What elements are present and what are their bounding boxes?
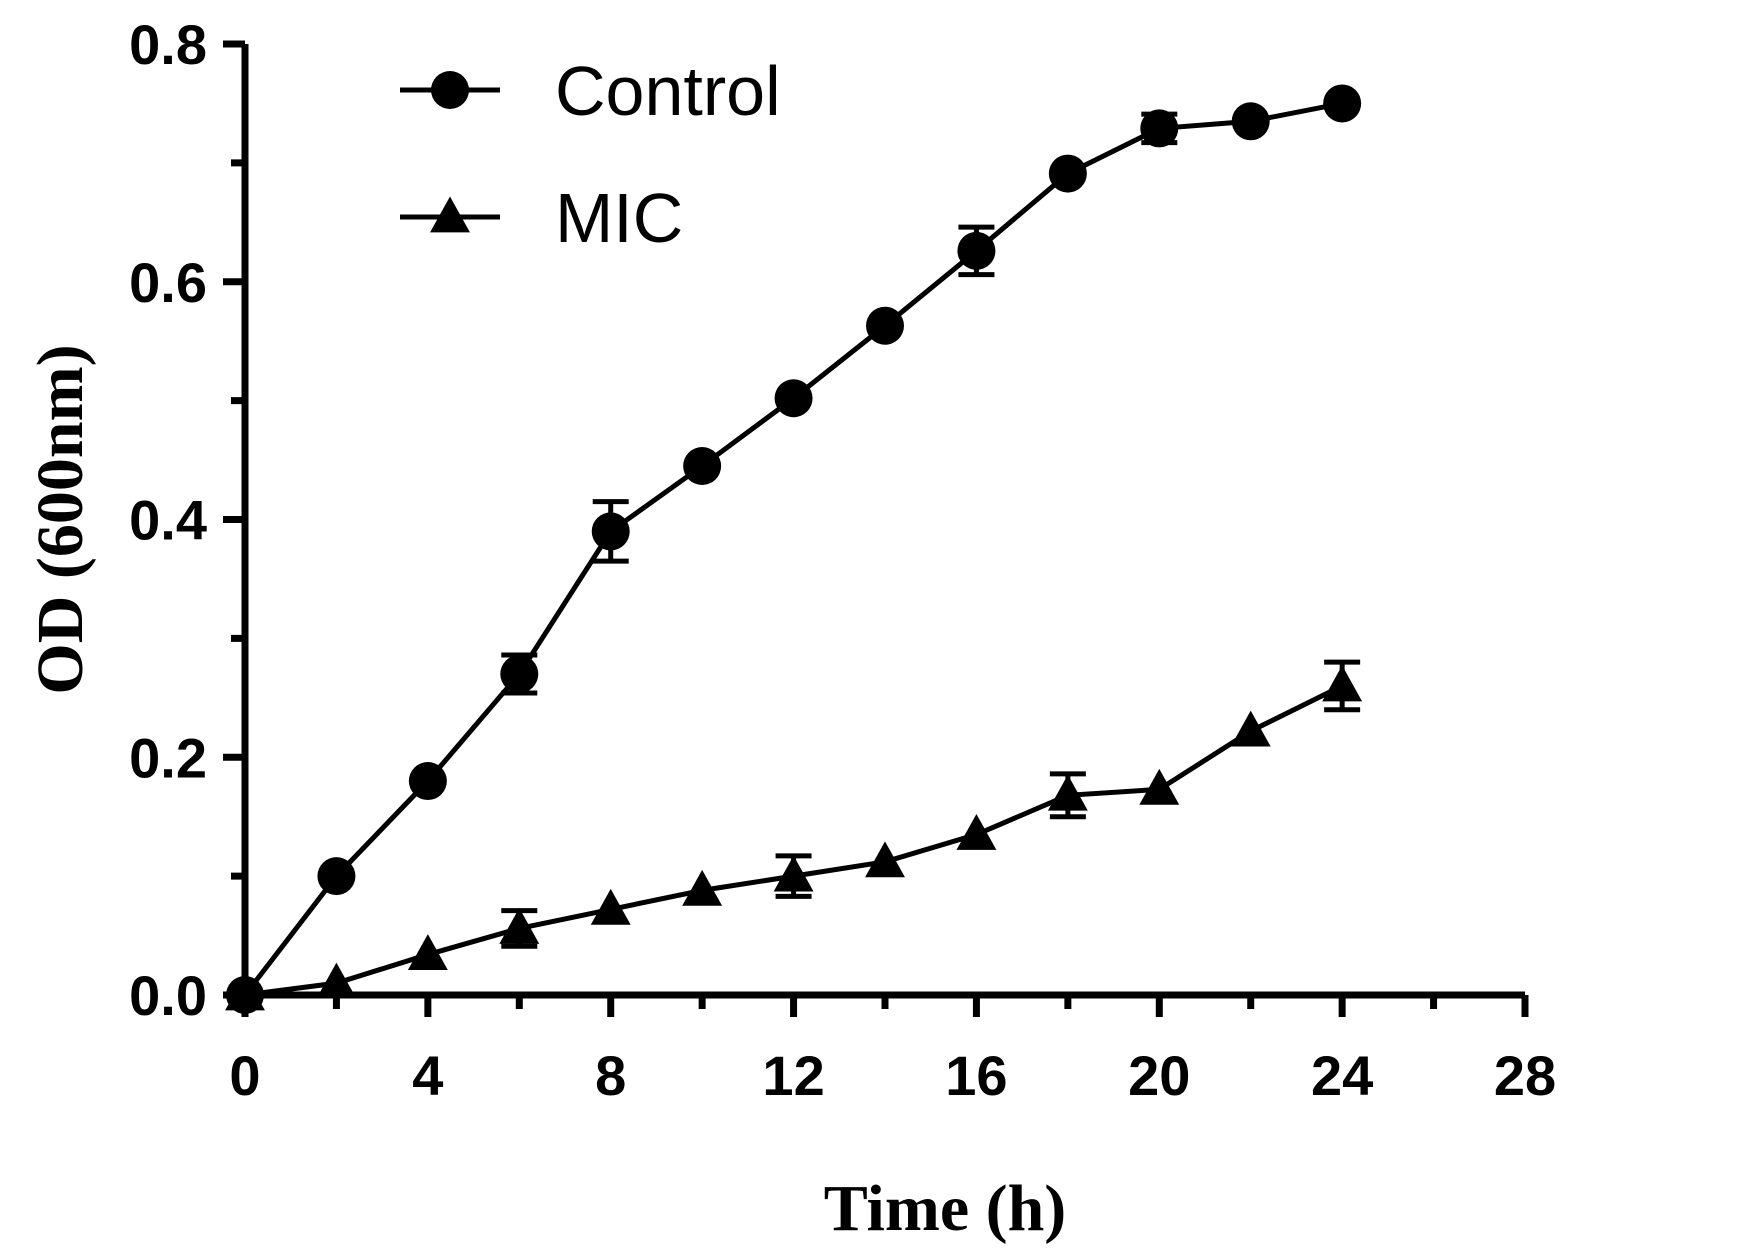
data-point-mic: [316, 962, 357, 999]
series-control: [226, 84, 1362, 1014]
legend: Control MIC: [400, 52, 781, 257]
series-layer: [225, 84, 1363, 1014]
data-point-mic: [865, 841, 905, 878]
data-point-control: [1231, 102, 1270, 141]
x-tick-label: 28: [1494, 1044, 1556, 1107]
x-tick-label: 0: [229, 1044, 260, 1107]
legend-label-mic: MIC: [555, 179, 683, 257]
data-point-control: [317, 857, 356, 896]
y-tick-label: 0.2: [129, 726, 207, 789]
y-axis-title: OD (600nm): [24, 344, 97, 694]
y-tick-label: 0.4: [129, 489, 207, 552]
y-tick-label: 0.6: [129, 251, 207, 314]
data-point-control: [1140, 109, 1179, 148]
x-tick-label: 24: [1311, 1044, 1373, 1107]
data-point-control: [591, 512, 630, 551]
x-tick-label: 8: [595, 1044, 626, 1107]
data-point-mic: [956, 813, 997, 850]
data-point-mic: [499, 907, 540, 944]
series-mic: [225, 659, 1363, 1011]
data-point-control: [1323, 84, 1362, 123]
data-point-mic: [1139, 768, 1180, 805]
y-tick-label: 0.0: [129, 964, 207, 1027]
x-axis-title: Time (h): [824, 1172, 1067, 1245]
data-point-control: [408, 762, 447, 801]
x-tick-label: 12: [762, 1044, 824, 1107]
series-line-mic: [244, 683, 1344, 998]
x-tick-label: 16: [945, 1044, 1007, 1107]
data-point-mic: [1322, 665, 1363, 702]
data-point-mic: [773, 855, 814, 892]
x-tick-label: 4: [412, 1044, 443, 1107]
data-point-mic: [682, 869, 723, 906]
data-point-control: [774, 379, 813, 418]
y-tick-label: 0.8: [129, 13, 207, 76]
data-point-mic: [225, 974, 265, 1011]
data-point-mic: [1230, 710, 1271, 747]
legend-label-control: Control: [555, 52, 781, 130]
axes: 0.0 0.2 0.4 0.6 0.8 0 4 8 12 16 20 24 28: [129, 13, 1556, 1107]
data-point-mic: [1047, 774, 1088, 811]
legend-marker-mic: [430, 196, 470, 233]
data-point-mic: [590, 888, 631, 925]
x-tick-label: 20: [1128, 1044, 1190, 1107]
data-point-control: [1048, 154, 1087, 193]
legend-marker-control: [431, 71, 469, 109]
data-point-control: [957, 231, 996, 270]
data-point-control: [866, 306, 904, 345]
data-point-control: [683, 447, 722, 486]
data-point-mic: [407, 934, 448, 970]
data-point-control: [500, 655, 539, 694]
